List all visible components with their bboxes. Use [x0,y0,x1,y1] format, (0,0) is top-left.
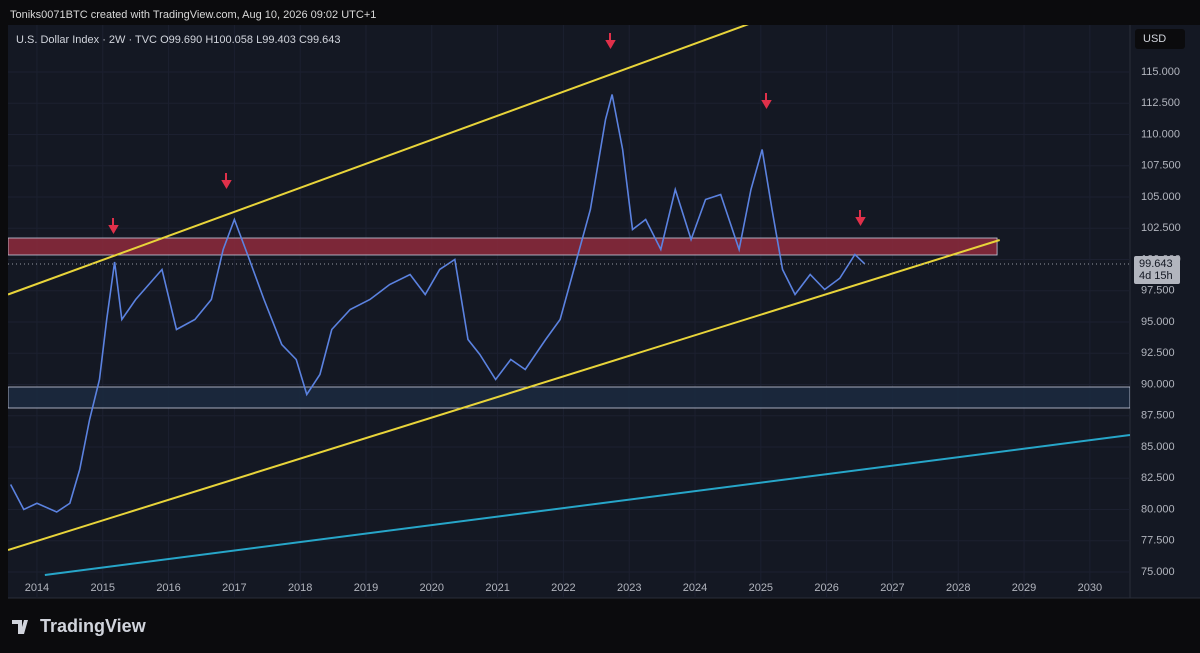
x-tick-label: 2026 [814,582,838,594]
logo-mark [12,620,28,634]
legend-high: H100.058 [205,34,253,46]
y-tick-label: 87.500 [1141,410,1175,422]
plot [8,25,1130,598]
x-tick-label: 2027 [880,582,904,594]
footer: TradingView [40,616,147,636]
zone [8,237,998,256]
last-price-box [1134,255,1180,284]
plot-area [8,25,1130,598]
zone [8,386,1130,409]
countdown: 4d 15h [1139,270,1173,282]
logo: TradingView [12,616,147,636]
trendline [8,239,1001,551]
y-tick-label: 90.000 [1141,378,1175,390]
x-tick-label: 2029 [1012,582,1036,594]
price-axis [1130,25,1200,598]
y-tick-label: 85.000 [1141,441,1175,453]
header: Toniks0071BTC created with TradingView.c… [10,9,376,21]
arrow [761,93,772,109]
x-tick-label: 2017 [222,582,246,594]
y-tick-label: 115.000 [1141,66,1180,78]
y-tick-label: 105.000 [1141,191,1181,203]
legend-open: O99.690 [160,34,202,46]
currency[interactable]: USD [1143,33,1166,45]
y-tick-label: 110.000 [1141,128,1180,140]
x-tick-label: 2018 [288,582,312,594]
x-tick-label: 2019 [354,582,378,594]
y-tick-label: 107.500 [1141,160,1181,172]
x-tick-label: 2030 [1078,582,1102,594]
x-tick-label: 2025 [749,582,773,594]
x-tick-label: 2028 [946,582,970,594]
trendline [8,25,749,296]
legend-symbol: U.S. Dollar Index · 2W · TVC [16,34,157,46]
legend: U.S. Dollar Index · 2W · TVC O99.690 H10… [16,34,341,46]
y-tick-label: 75.000 [1141,566,1175,578]
legend-low: L99.403 [256,34,296,46]
arrow [855,210,866,226]
y-tick-label: 112.500 [1141,97,1180,109]
x-tick-label: 2014 [25,582,49,594]
x-tick-label: 2024 [683,582,707,594]
x-tick-label: 2015 [91,582,115,594]
trendline [44,434,1130,576]
arrows [108,33,866,234]
y-tick-label: 97.500 [1141,285,1175,297]
arrow [108,218,119,234]
x-tick-label: 2023 [617,582,641,594]
price-line [9,94,866,513]
y-tick-label: 102.500 [1141,222,1181,234]
currency-box[interactable] [1135,29,1185,49]
y-tick-label: 82.500 [1141,472,1175,484]
x-tick-label: 2016 [156,582,180,594]
arrow [221,173,232,189]
x-tick-label: 2021 [485,582,509,594]
x-tick-label: 2022 [551,582,575,594]
last-price-label: 99.643 [1139,258,1173,270]
y-tick-label: 80.000 [1141,503,1175,515]
y-tick-label: 95.000 [1141,316,1175,328]
x-tick-label: 2020 [420,582,444,594]
legend-close: C99.643 [299,34,341,46]
y-tick-label: 92.500 [1141,347,1175,359]
arrow [605,33,616,49]
y-tick-label: 77.500 [1141,535,1175,547]
